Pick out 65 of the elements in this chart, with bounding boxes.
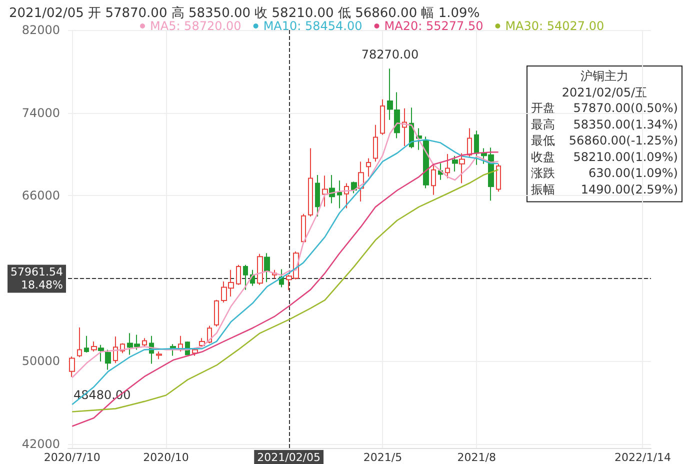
candlestick [337,180,342,209]
annotation: 58210.00(1.09%) [573,150,678,164]
candlestick [156,350,162,360]
annotation: 57870.00(0.50%) [573,101,678,115]
candlestick [496,163,501,192]
candlestick [474,130,479,166]
legend-label: MA30: 54027.00 [505,19,604,33]
candlestick [315,174,320,218]
candlestick [257,253,263,286]
candlestick [351,181,357,194]
annotation: 收盘 [531,150,555,164]
y-tick-label: 74000 [22,106,60,120]
x-tick-label: 2020/7/10 [44,451,100,464]
candlestick [214,299,219,328]
candlestick [113,336,118,364]
y-tick-label: 82000 [22,23,60,37]
annotation: 振幅 [531,182,555,196]
candlestick [373,124,378,162]
candlestick [91,341,97,352]
candlestick [98,344,104,362]
candlestick [431,163,436,196]
candlestick [380,98,385,136]
annotation: 58350.00(1.34%) [573,117,678,132]
candlestick [105,349,111,370]
candlestick [452,155,458,172]
x-tick-label: 2022/1/14 [614,451,671,464]
y-tick-label: 42000 [22,436,60,451]
candlestick [77,326,82,358]
candlestick [84,335,89,353]
chart-title: 2021/02/05 开 57870.00 高 58350.00 收 58210.00 低 56860.00 幅 1.09% [9,5,480,21]
annotation: 最高 [531,117,555,132]
candlestick [243,264,248,290]
annotation: 56860.00(-1.25%) [568,134,678,148]
annotation: 78270.00 [361,48,419,62]
candlestick [322,175,328,208]
legend-label: MA5: 58720.00 [150,19,242,33]
candlestick [236,264,241,286]
candlestick [459,152,465,184]
line-series [71,122,499,378]
annotation: 630.00(1.09%) [588,166,678,180]
candlestick [142,338,147,347]
y-tick-label: 66000 [22,188,60,203]
candlestick [423,136,429,189]
candlestick [170,344,176,356]
candlestick [264,252,270,283]
candlestick [199,338,205,348]
ref-line-label: 57961.54 18.48% [10,266,63,292]
legend-label: MA10: 58454.00 [263,19,362,33]
x-tick-label: 2021/8 [457,451,496,464]
ref-line-label: 2021/02/05 [257,451,321,464]
annotation: 涨跌 [531,166,555,180]
y-tick-label: 50000 [22,354,60,368]
candlestick [402,108,407,146]
x-tick-label: 2020/10 [143,451,189,464]
annotation: 1490.00(2.59%) [580,182,678,196]
annotation: 最低 [531,134,555,148]
candlestick [366,158,371,178]
x-tick-label: 2021/5 [363,451,402,464]
candlestick [438,162,443,180]
legend-label: MA20: 55277.50 [384,19,484,33]
candlestick [308,148,313,218]
candlestick [445,153,450,179]
candlestick [69,356,75,378]
candlestick [467,128,472,158]
annotation: 沪铜主力 [580,69,628,83]
